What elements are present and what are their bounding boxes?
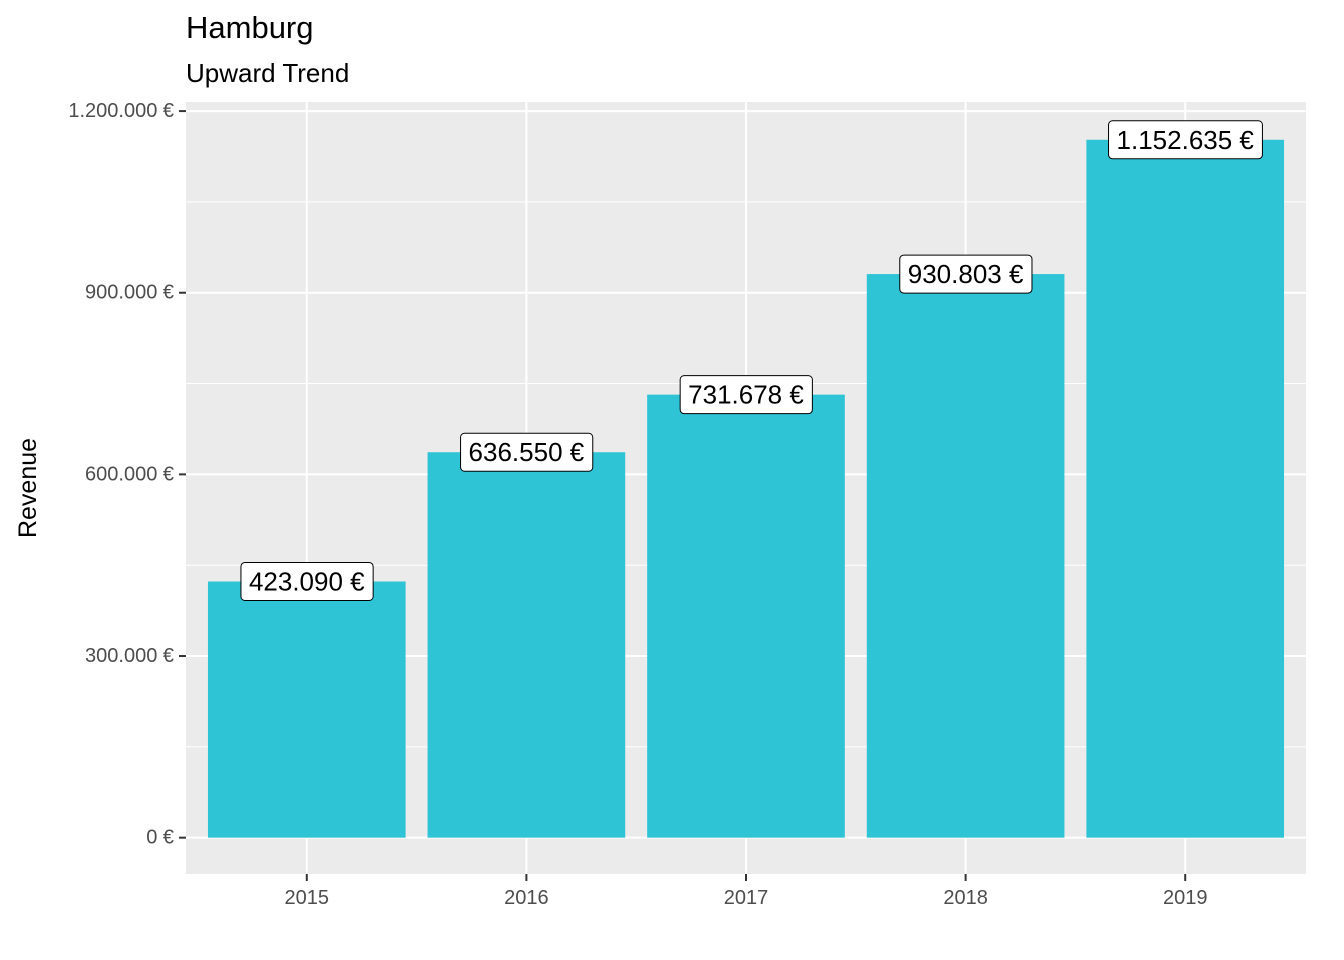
data-label-box <box>899 254 1033 294</box>
data-label-text: 423.090 € <box>249 566 365 596</box>
y-tick-label: 900.000 € <box>85 282 174 304</box>
y-tick-label: 1.200.000 € <box>68 100 174 122</box>
data-label-box <box>240 561 374 601</box>
y-tick-label: 300.000 € <box>85 645 174 667</box>
bar-2016 <box>427 452 626 838</box>
y-tick-label: 0 € <box>146 827 174 849</box>
y-tick-label: 600.000 € <box>85 463 174 485</box>
data-labels: 423.090 € 636.550 € 731.678 € 930.803 € 1.15… <box>240 120 1263 601</box>
bars <box>207 139 1285 838</box>
data-label-text: 731.678 € <box>688 380 804 410</box>
chart-title: Hamburg <box>186 10 314 45</box>
bar-2018 <box>866 274 1065 838</box>
bar-2017 <box>647 394 845 838</box>
data-label-text: 636.550 € <box>469 437 585 467</box>
x-tick-label: 2015 <box>285 887 330 909</box>
x-tick-label: 2018 <box>943 887 988 909</box>
data-label-2017: 731.678 € <box>679 375 813 415</box>
y-axis-title: Revenue <box>14 438 42 538</box>
x-tick-label: 2019 <box>1163 887 1208 909</box>
data-label-text: 930.803 € <box>908 259 1024 289</box>
y-axis: 0 € 300.000 € 600.000 € 900.000 € 1.200.000 … <box>68 100 186 849</box>
data-label-text: 1.152.635 € <box>1117 125 1255 155</box>
x-tick-label: 2017 <box>724 887 769 909</box>
data-label-2016: 636.550 € <box>460 432 594 472</box>
x-tick-label: 2016 <box>504 887 549 909</box>
bar-2015 <box>207 581 406 838</box>
bar-2019 <box>1086 139 1285 838</box>
data-label-box <box>1108 120 1263 160</box>
data-label-2018: 930.803 € <box>899 254 1033 294</box>
data-label-2015: 423.090 € <box>240 561 374 601</box>
data-label-box <box>679 375 813 415</box>
x-axis: 2015 2016 2017 2018 2019 <box>285 874 1208 909</box>
chart-subtitle: Upward Trend <box>186 58 350 88</box>
data-label-box <box>460 432 594 472</box>
data-label-2019: 1.152.635 € <box>1108 120 1263 160</box>
